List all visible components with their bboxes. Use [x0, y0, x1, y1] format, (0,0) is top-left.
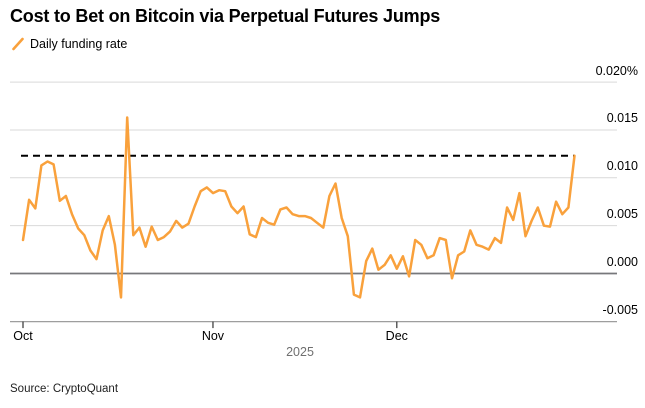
y-axis-label: 0.010 — [606, 159, 638, 174]
y-axis-label: 0.005 — [606, 207, 638, 222]
source-label: Source: CryptoQuant — [10, 383, 119, 395]
x-axis-label: Oct — [13, 329, 33, 343]
daily-funding-rate-line — [21, 116, 576, 299]
legend: Daily funding rate — [12, 36, 127, 52]
legend-label: Daily funding rate — [30, 37, 128, 51]
y-axis-label: -0.005 — [602, 302, 638, 317]
y-axis-label: 0.015 — [606, 111, 638, 126]
x-axis-label: Nov — [201, 329, 225, 343]
x-axis-label: Dec — [385, 329, 408, 343]
line-series-icon — [12, 37, 24, 51]
chart-title: Cost to Bet on Bitcoin via Perpetual Fut… — [10, 6, 441, 26]
y-axis-label: 0.000 — [606, 255, 638, 269]
y-axis-label: 0.020% — [595, 63, 638, 78]
x-axis-year-label: 2025 — [286, 345, 314, 359]
